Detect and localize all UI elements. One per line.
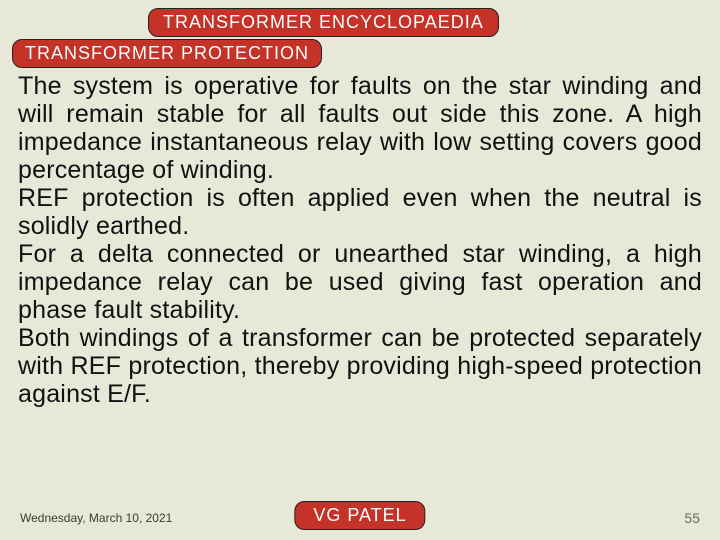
- body-text: The system is operative for faults on th…: [18, 72, 702, 408]
- paragraph-3: For a delta connected or unearthed star …: [18, 240, 702, 324]
- footer-date: Wednesday, March 10, 2021: [20, 511, 172, 525]
- footer-author-pill: VG PATEL: [294, 501, 425, 530]
- paragraph-4: Both windings of a transformer can be pr…: [18, 324, 702, 408]
- slide-title-pill: TRANSFORMER ENCYCLOPAEDIA: [148, 8, 499, 37]
- paragraph-2: REF protection is often applied even whe…: [18, 184, 702, 240]
- paragraph-1: The system is operative for faults on th…: [18, 72, 702, 184]
- slide: TRANSFORMER ENCYCLOPAEDIA TRANSFORMER PR…: [0, 0, 720, 540]
- header: TRANSFORMER ENCYCLOPAEDIA TRANSFORMER PR…: [18, 8, 702, 68]
- slide-subtitle-pill: TRANSFORMER PROTECTION: [12, 39, 322, 68]
- footer-page-number: 55: [684, 510, 700, 526]
